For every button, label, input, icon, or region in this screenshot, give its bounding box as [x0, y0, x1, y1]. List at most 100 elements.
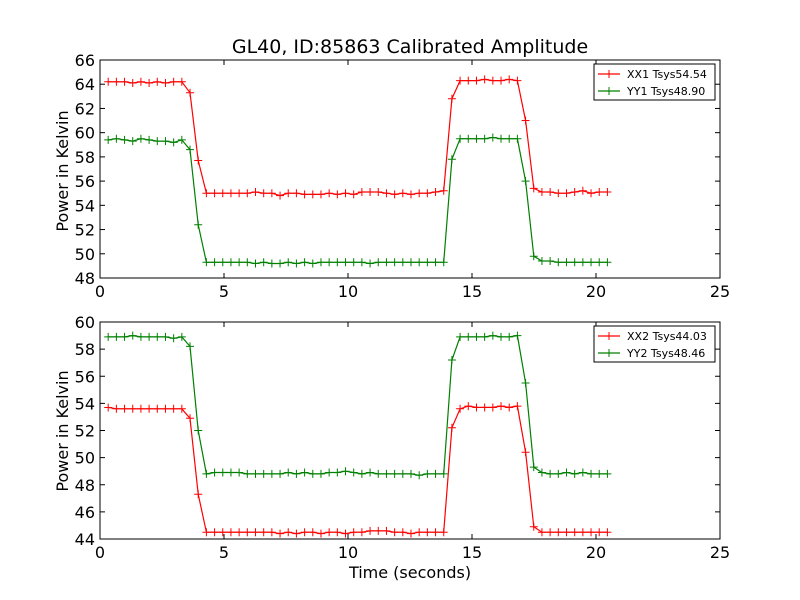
- bottom-series-0-point: [235, 528, 244, 537]
- bottom-series-0-point: [382, 526, 391, 535]
- top-series-0-point: [194, 156, 203, 165]
- top-legend-label: XX1 Tsys54.54: [627, 68, 707, 81]
- top-series-1-point: [513, 134, 522, 143]
- bottom-series-1-point: [186, 342, 195, 351]
- bottom-series-0-point: [341, 529, 350, 538]
- top-series-1-point: [341, 258, 350, 267]
- top-series-1-point: [480, 134, 489, 143]
- bottom-series-1-point: [554, 469, 563, 478]
- top-series-0-point: [578, 186, 587, 195]
- top-y-tick-label: 66: [75, 51, 95, 70]
- top-series-0-point: [415, 189, 424, 198]
- bottom-y-tick-label: 44: [75, 530, 95, 549]
- bottom-series-1-point: [292, 469, 301, 478]
- bottom-y-tick-label: 58: [75, 340, 95, 359]
- bottom-series-1-point: [415, 471, 424, 480]
- top-series-1-point: [546, 257, 555, 266]
- top-series-1-point: [570, 258, 579, 267]
- top-series-0-point: [382, 189, 391, 198]
- bottom-series-1-point: [333, 468, 342, 477]
- bottom-series-1-point: [406, 469, 415, 478]
- top-series-0-point: [259, 189, 268, 198]
- top-series-0-point: [300, 190, 309, 199]
- bottom-series-0-point: [153, 404, 162, 413]
- bottom-series-1-point: [570, 469, 579, 478]
- top-series-1-point: [472, 134, 481, 143]
- top-series-1-point: [128, 137, 137, 146]
- bottom-series-1-point: [235, 468, 244, 477]
- top-series-0-point: [423, 189, 432, 198]
- bottom-series-0-point: [128, 404, 137, 413]
- top-series-0-point: [153, 77, 162, 86]
- bottom-series-1-point: [128, 331, 137, 340]
- top-series-1-point: [308, 259, 317, 268]
- top-series-0-point: [218, 189, 227, 198]
- top-series-1-point: [423, 258, 432, 267]
- top-series-0-point: [128, 79, 137, 88]
- bottom-series-1-point: [226, 468, 235, 477]
- bottom-x-tick-label: 0: [95, 543, 105, 562]
- top-y-tick-label: 50: [75, 245, 95, 264]
- top-series-1-point: [366, 259, 375, 268]
- bottom-y-tick-label: 52: [75, 422, 95, 441]
- bottom-series-1-point: [398, 469, 407, 478]
- bottom-series-1-point: [104, 332, 113, 341]
- bottom-series-0-point: [570, 528, 579, 537]
- bottom-series-1-point: [325, 468, 334, 477]
- top-series-1-point: [537, 257, 546, 266]
- bottom-series-0-point: [251, 528, 260, 537]
- bottom-series-0-point: [423, 528, 432, 537]
- bottom-series-0-point: [276, 529, 285, 538]
- bottom-series-0-point: [259, 528, 268, 537]
- top-series-0-point: [210, 189, 219, 198]
- bottom-y-tick-label: 50: [75, 449, 95, 468]
- top-series-0-point: [366, 188, 375, 197]
- top-series-1-point: [603, 258, 612, 267]
- top-series-0-point: [472, 76, 481, 85]
- bottom-series-0-point: [186, 414, 195, 423]
- top-series-1-point: [235, 258, 244, 267]
- bottom-series-0-point: [439, 528, 448, 537]
- top-series-1-point: [112, 134, 121, 143]
- bottom-series-1-point: [349, 468, 358, 477]
- bottom-series-0-point: [169, 404, 178, 413]
- bottom-series-1-point: [366, 468, 375, 477]
- bottom-series-0-point: [104, 403, 113, 412]
- top-axes-frame: [99, 59, 721, 279]
- bottom-series-0-point: [480, 403, 489, 412]
- top-x-tick-label: 10: [338, 282, 358, 301]
- bottom-legend-label: XX2 Tsys44.03: [627, 330, 707, 343]
- bottom-y-tick-label: 60: [75, 313, 95, 332]
- top-chart: 0 5 10 15 20 25 48 50 52 54 56 58 60 62 64 66 XX1 Tsys54…: [75, 51, 731, 301]
- top-series-0-point: [177, 77, 186, 86]
- bottom-series-1-point: [595, 469, 604, 478]
- bottom-series-1-point: [382, 469, 391, 478]
- top-series-1-point: [202, 258, 211, 267]
- top-legend: [593, 63, 716, 101]
- top-series-0-point: [316, 190, 325, 199]
- top-series-0-point: [145, 79, 154, 88]
- top-series-0-point: [505, 75, 514, 84]
- bottom-series-1-point: [578, 468, 587, 477]
- bottom-series-1-line: [108, 334, 608, 476]
- top-series-1-point: [292, 259, 301, 268]
- chart-title: GL40, ID:85863 Calibrated Amplitude: [232, 36, 588, 58]
- top-series-1-point: [226, 258, 235, 267]
- top-y-tick-label: 56: [75, 172, 95, 191]
- bottom-series-1-point: [153, 332, 162, 341]
- bottom-series-0-line: [108, 405, 608, 535]
- bottom-series-1-point: [210, 468, 219, 477]
- top-series-1-point: [325, 258, 334, 267]
- bottom-x-tick-label: 20: [586, 543, 606, 562]
- top-series-0-point: [357, 188, 366, 197]
- bottom-series-0-point: [325, 528, 334, 537]
- bottom-series-1-point: [423, 469, 432, 478]
- top-series-1-point: [390, 258, 399, 267]
- top-series-0-point: [243, 189, 252, 198]
- top-series-1-point: [497, 134, 506, 143]
- top-series-1-point: [505, 134, 514, 143]
- top-series-1-point: [464, 134, 473, 143]
- top-series-1-point: [554, 258, 563, 267]
- bottom-series-0-point: [529, 522, 538, 531]
- bottom-x-tick-label: 15: [462, 543, 482, 562]
